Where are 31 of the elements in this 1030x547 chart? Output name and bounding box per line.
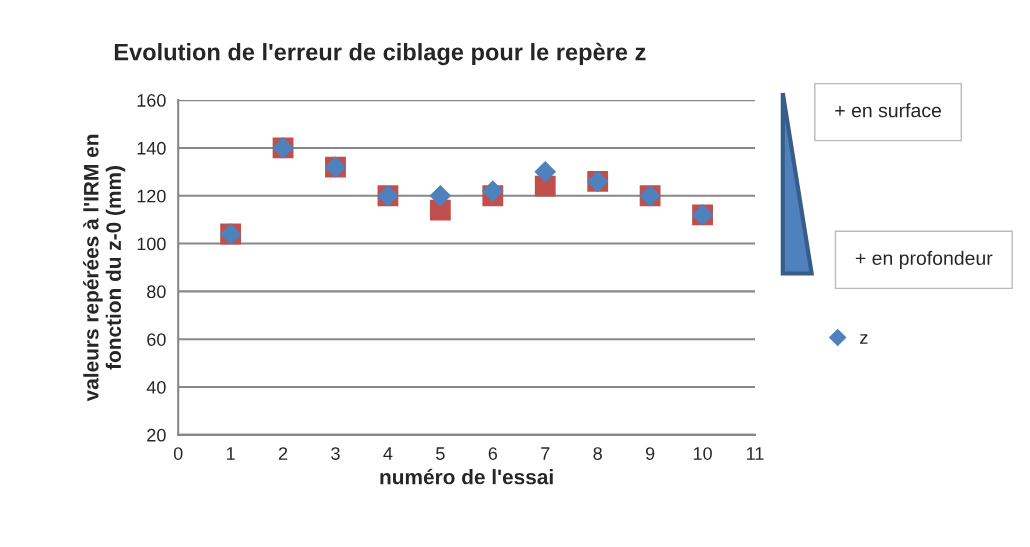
point [429, 199, 451, 221]
x-tick-label: 9 [645, 447, 655, 460]
point [482, 180, 504, 202]
text: + en surface [835, 103, 941, 118]
y-tick-label: 20 [147, 428, 166, 442]
point [534, 175, 556, 197]
y-tick-label: 100 [137, 237, 166, 251]
x-tick-label: 6 [488, 447, 498, 460]
y-tick-label: 120 [137, 189, 166, 203]
x-tick-label: 0 [173, 447, 183, 460]
x-tick-label: 7 [541, 447, 550, 460]
y-axis-title: valeurs repérées à l'IRM en fonction du z-0 (mm) [83, 134, 126, 402]
text: + en profondeur [855, 250, 993, 269]
x-tick-label: 11 [746, 447, 764, 460]
x-tick-label: 4 [383, 447, 393, 460]
x-tick-label: 2 [278, 447, 288, 460]
legend-label: z [860, 334, 868, 344]
x-tick-label: 5 [436, 447, 445, 460]
x-axis-title: numéro de l'essai [380, 468, 553, 485]
x-tick-label: 3 [331, 447, 340, 460]
point [429, 184, 452, 207]
x-tick-label: 1 [226, 447, 235, 460]
y-tick-label: 40 [146, 380, 166, 394]
x-tick-label: 8 [593, 447, 602, 460]
chart-title: Evolution de l'erreur de ciblage pour le repère z [114, 42, 646, 66]
y-tick-label: 160 [137, 94, 166, 107]
y-tick-label: 60 [147, 333, 166, 346]
point [534, 161, 557, 183]
x-tick-label: 10 [693, 447, 712, 460]
y-tick-label: 140 [137, 141, 166, 155]
y-tick-label: 80 [147, 285, 166, 299]
